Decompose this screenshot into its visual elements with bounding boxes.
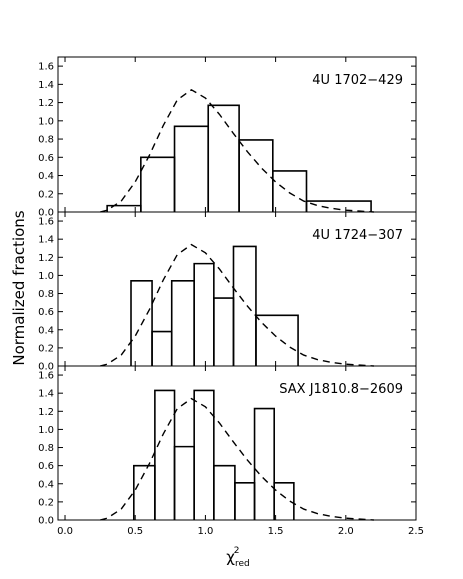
y-tick-label: 0.8: [38, 289, 54, 300]
y-tick-label: 1.6: [38, 217, 54, 228]
y-tick-label: 1.0: [38, 116, 54, 127]
x-axis-label-subscript: red: [235, 559, 250, 569]
x-tick-label: 1.0: [197, 526, 213, 537]
panel-title: SAX J1810.8−2609: [279, 382, 403, 397]
y-tick-label: 0.2: [38, 497, 54, 508]
y-tick-label: 0.8: [38, 135, 54, 146]
histogram-bar: [213, 297, 235, 366]
histogram-bar: [154, 389, 176, 520]
histogram-bar: [193, 262, 215, 366]
y-tick-label: 0.4: [38, 325, 54, 336]
y-tick-label: 1.4: [38, 235, 54, 246]
y-tick-label: 1.0: [38, 425, 54, 436]
y-tick-label: 1.4: [38, 389, 54, 400]
x-tick-label: 2.0: [338, 526, 354, 537]
x-tick-label: 2.5: [408, 526, 424, 537]
histogram-bar: [253, 407, 276, 520]
y-tick-label: 0.0: [38, 362, 54, 373]
histogram-bar: [130, 280, 153, 366]
histogram-bar: [213, 464, 236, 520]
y-tick-label: 0.8: [38, 443, 54, 454]
histogram-bar: [170, 280, 195, 366]
y-tick-label: 1.4: [38, 80, 54, 91]
y-tick-label: 1.2: [38, 407, 54, 418]
panel-3: 0.0 0.2 0.4 0.6 0.8 1.0 1.2 1.4 1.6 SAX J1810.8−2…: [38, 365, 417, 527]
y-tick-label: 1.2: [38, 253, 54, 264]
y-tick-label: 0.6: [38, 461, 54, 472]
y-tick-label: 1.0: [38, 271, 54, 282]
panel-title: 4U 1724−307: [312, 228, 403, 243]
y-tick-label: 0.4: [38, 479, 54, 490]
x-tick-label: 1.5: [268, 526, 284, 537]
y-tick-label: 0.6: [38, 307, 54, 318]
histogram-bar: [193, 389, 215, 520]
model-curve-line: [99, 397, 374, 521]
panel-title: 4U 1702−429: [312, 73, 403, 88]
panel-1: 0.0 0.2 0.4 0.6 0.8 1.0 1.2 1.4 1.6 4U 1702−429: [38, 56, 417, 219]
y-tick-label: 0.2: [38, 189, 54, 200]
y-tick-label: 1.2: [38, 98, 54, 109]
model-curve-line: [99, 88, 374, 213]
histogram-bar: [305, 200, 372, 212]
y-tick-label: 0.2: [38, 343, 54, 354]
histogram-bar: [273, 482, 295, 520]
histogram-bar: [151, 330, 173, 366]
y-tick-label: 1.6: [38, 371, 54, 382]
x-axis-label-symbol: χ: [226, 548, 235, 566]
y-tick-label: 0.0: [38, 516, 54, 527]
histogram-bar: [238, 139, 274, 212]
x-axis-label-superscript: 2: [234, 546, 240, 556]
histogram-bar: [232, 245, 257, 366]
y-tick-label: 0.6: [38, 153, 54, 164]
y-axis-label: Normalized fractions: [10, 210, 28, 365]
x-axis-label: χred 2: [226, 546, 249, 569]
histogram-bar: [255, 314, 299, 366]
histogram-bar: [173, 445, 195, 520]
y-tick-label: 1.6: [38, 62, 54, 73]
histogram-bar: [234, 482, 256, 520]
x-tick-label: 0.0: [57, 526, 73, 537]
x-tick-label: 0.5: [127, 526, 143, 537]
histogram-bar: [207, 104, 240, 212]
panel-frame: [57, 365, 417, 521]
y-tick-label: 0.0: [38, 208, 54, 219]
model-curve-line: [99, 243, 374, 367]
y-tick-label: 0.4: [38, 171, 54, 182]
panel-2: 0.0 0.2 0.4 0.6 0.8 1.0 1.2 1.4 1.6 4U 1724−307: [38, 211, 417, 373]
histogram-bar: [272, 170, 308, 212]
histogram-bar: [140, 156, 176, 212]
histogram-bar: [173, 125, 210, 212]
